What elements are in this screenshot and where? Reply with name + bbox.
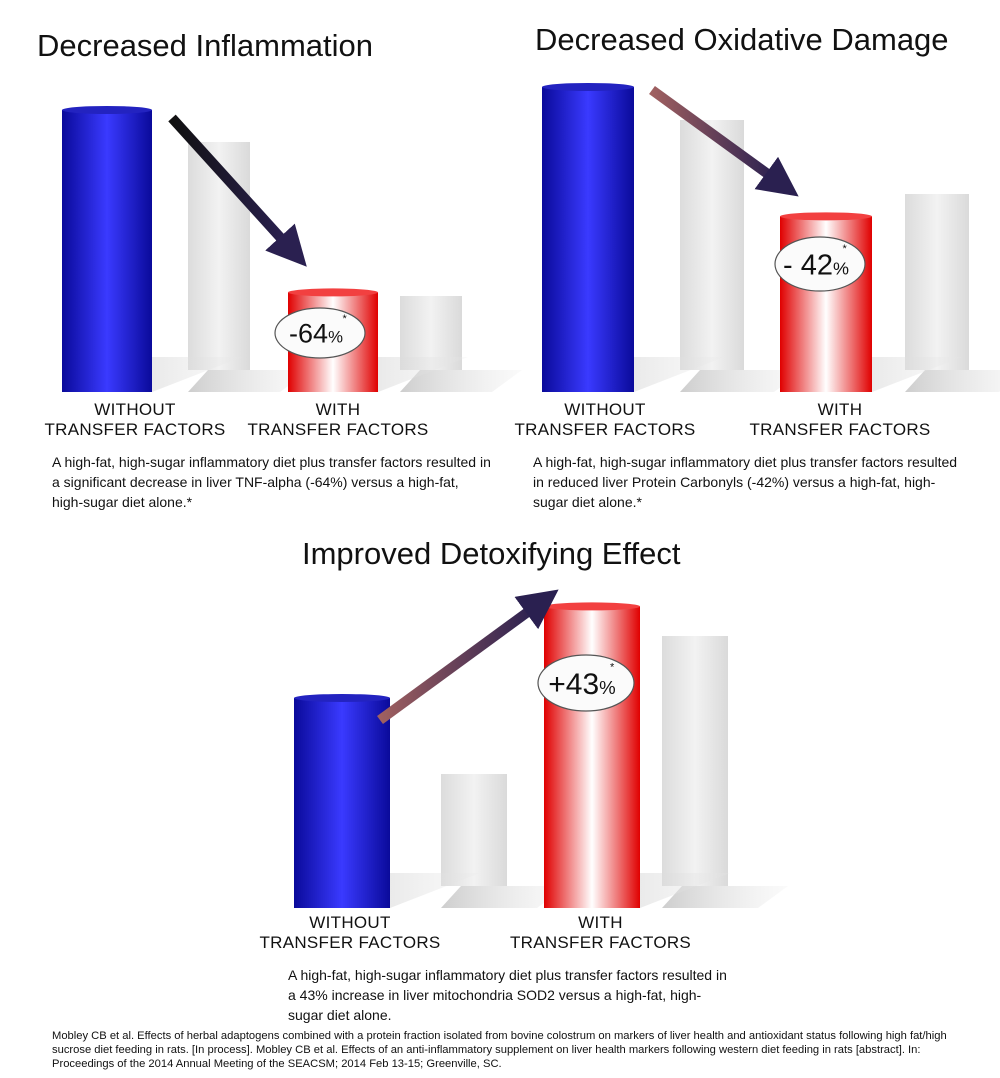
chart-title: Improved Detoxifying Effect: [302, 536, 681, 571]
category-label-without: WITHOUT TRANSFER FACTORS: [500, 400, 710, 440]
significance-asterisk: *: [843, 243, 848, 255]
percent-change-badge: [774, 236, 866, 292]
reflection-bar: [680, 120, 744, 370]
bar-top-cap: [294, 694, 390, 702]
reflection-bar: [188, 142, 250, 370]
bar-without-transfer-factors: [542, 87, 634, 392]
chart-caption: A high-fat, high-sugar inflammatory diet…: [52, 454, 491, 510]
percent-change-label: - 42%: [783, 249, 849, 281]
category-label-line: TRANSFER FACTORS: [749, 420, 931, 439]
category-label-line: WITH: [578, 913, 623, 932]
category-label-with: WITH TRANSFER FACTORS: [238, 400, 438, 440]
bar-top-cap: [62, 106, 152, 114]
category-label-with: WITH TRANSFER FACTORS: [498, 913, 703, 953]
bar-without-transfer-factors: [62, 110, 152, 392]
bar-chart-svg: +43%*: [294, 589, 788, 908]
reflection-bar: [905, 194, 969, 370]
category-label-without: WITHOUT TRANSFER FACTORS: [30, 400, 240, 440]
bar-top-cap: [542, 83, 634, 91]
category-label-line: WITHOUT: [94, 400, 176, 419]
category-label-text: WITHOUT TRANSFER FACTORS: [30, 400, 240, 440]
chart-title: Decreased Inflammation: [37, 28, 373, 63]
floor-shadow: [905, 370, 1000, 392]
trend-arrow: [377, 589, 559, 725]
chart-panel-inflammation: Decreased Inflammation -64% * WITHOUT TRAN…: [0, 0, 522, 520]
percent-change-label: -64%: [289, 319, 343, 349]
significance-asterisk: *: [343, 313, 348, 325]
chart-caption: A high-fat, high-sugar inflammatory diet…: [288, 967, 727, 1023]
category-label-line: TRANSFER FACTORS: [44, 420, 226, 439]
category-label-line: TRANSFER FACTORS: [247, 420, 429, 439]
percent-change-badge: [274, 307, 366, 359]
percent-change-badge: [537, 654, 635, 712]
floor-shadow: [662, 886, 788, 908]
category-label-line: TRANSFER FACTORS: [509, 933, 692, 952]
category-label-text: WITH TRANSFER FACTORS: [740, 400, 940, 440]
category-label-text: WITH TRANSFER FACTORS: [238, 400, 438, 440]
percent-change-label: +43%: [548, 668, 615, 701]
reflection-bar: [441, 774, 507, 886]
chart-title: Decreased Oxidative Damage: [535, 22, 949, 57]
floor-shadow: [400, 370, 522, 392]
trend-arrow: [168, 114, 307, 267]
category-label-line: WITHOUT: [309, 913, 391, 932]
bar-with-transfer-factors: [544, 606, 640, 908]
category-label-line: WITHOUT: [564, 400, 646, 419]
floor-shadow: [188, 370, 310, 392]
trend-arrow: [649, 85, 799, 197]
category-label-line: WITH: [315, 400, 361, 419]
chart-panel-detoxifying-effect: Improved Detoxifying Effect +43% * WITHOU…: [0, 520, 1000, 1030]
category-label-text: WITHOUT TRANSFER FACTORS: [500, 400, 710, 440]
category-label-with: WITH TRANSFER FACTORS: [740, 400, 940, 440]
chart-panel-oxidative-damage: Decreased Oxidative Damage - 42% * WITHOU…: [500, 0, 1000, 520]
bar-chart-svg: -64%*: [62, 106, 522, 392]
bar-top-cap: [780, 212, 872, 221]
bar-top-cap: [288, 288, 378, 297]
reflection-bar: [662, 636, 728, 886]
floor-shadow: [680, 370, 804, 392]
bar-without-transfer-factors: [294, 698, 390, 908]
category-label-line: WITH: [817, 400, 863, 419]
category-label-text: WITH TRANSFER FACTORS: [498, 913, 703, 953]
significance-asterisk: *: [610, 661, 615, 673]
category-label-without: WITHOUT TRANSFER FACTORS: [245, 913, 455, 953]
bar-chart-svg: - 42%*: [542, 83, 1000, 392]
category-label-text: WITHOUT TRANSFER FACTORS: [245, 913, 455, 953]
category-label-line: TRANSFER FACTORS: [514, 420, 696, 439]
bar-top-cap: [544, 602, 640, 611]
floor-shadow: [441, 886, 567, 908]
category-label-line: TRANSFER FACTORS: [259, 933, 441, 952]
citation-text: Mobley CB et al. Effects of herbal adapt…: [52, 1030, 947, 1070]
chart-caption: A high-fat, high-sugar inflammatory diet…: [533, 454, 958, 510]
